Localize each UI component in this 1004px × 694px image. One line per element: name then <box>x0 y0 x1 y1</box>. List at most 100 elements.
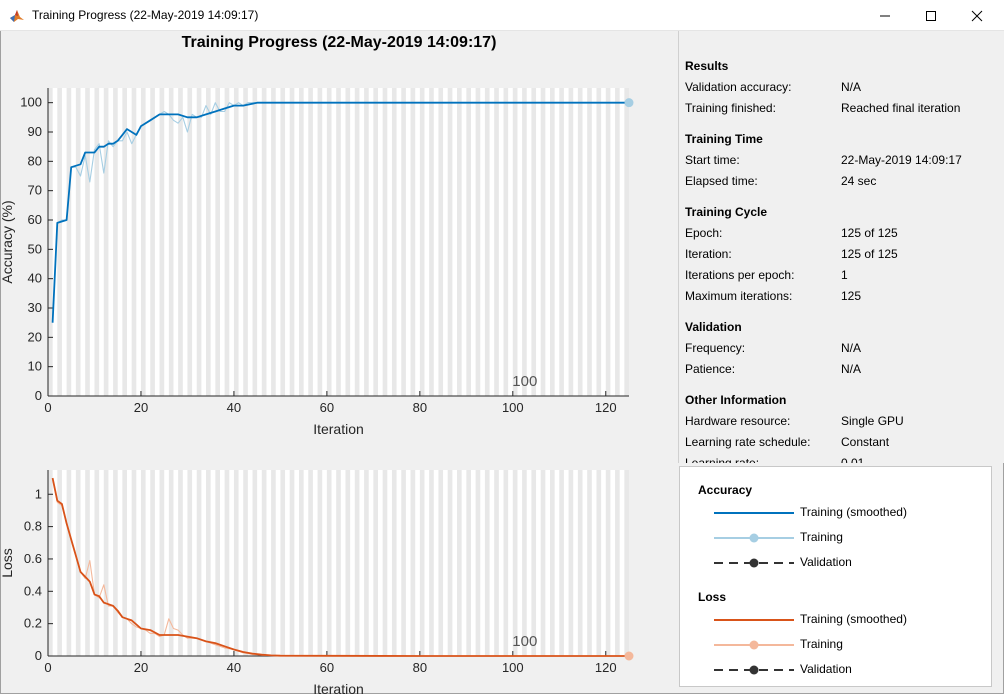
epoch-stripe <box>168 470 174 656</box>
epoch-stripe <box>512 88 518 396</box>
epoch-stripe <box>178 88 183 396</box>
maximize-button[interactable] <box>908 0 954 31</box>
epoch-stripe <box>438 470 444 656</box>
epoch-stripe <box>317 470 323 656</box>
epoch-stripe <box>429 470 434 656</box>
epoch-stripe <box>215 88 220 396</box>
epoch-stripe <box>391 88 397 396</box>
accuracy-y-tick-label: 50 <box>28 241 42 256</box>
epoch-stripe <box>48 470 53 656</box>
epoch-stripe <box>568 470 574 656</box>
epoch-stripe <box>587 88 592 396</box>
epoch-stripe <box>364 88 369 396</box>
epoch-stripe <box>503 88 509 396</box>
loss-x-tick-label: 0 <box>44 660 51 675</box>
title-bar: Training Progress (22-May-2019 14:09:17) <box>0 0 1004 31</box>
epoch-stripe <box>484 88 490 396</box>
epoch-stripe <box>401 470 406 656</box>
accuracy-epoch-stripes <box>48 88 629 396</box>
loss-x-tick-label: 120 <box>595 660 617 675</box>
minimize-button[interactable] <box>862 0 908 31</box>
loss-x-tick-label: 60 <box>320 660 334 675</box>
epoch-stripe <box>419 470 425 656</box>
epoch-stripe <box>168 88 174 396</box>
epoch-stripe <box>243 88 248 396</box>
panel-row-value: 125 of 125 <box>841 226 898 240</box>
epoch-stripe <box>512 470 518 656</box>
epoch-stripe <box>345 88 351 396</box>
epoch-stripe <box>122 88 128 396</box>
epoch-stripe <box>382 470 388 656</box>
epoch-stripe <box>391 470 397 656</box>
epoch-stripe <box>364 470 369 656</box>
panel-row-label: Iteration: <box>685 247 732 261</box>
epoch-stripe <box>373 470 379 656</box>
loss-epoch-stripes <box>48 470 629 656</box>
panel-row-label: Learning rate schedule: <box>685 435 811 449</box>
accuracy-x-tick-label: 80 <box>413 400 427 415</box>
panel-row-label: Elapsed time: <box>685 174 758 188</box>
close-button[interactable] <box>954 0 1000 31</box>
epoch-stripe <box>122 470 128 656</box>
epoch-stripe <box>531 88 537 396</box>
panel-row-value: 0.01 <box>841 456 865 463</box>
accuracy-y-tick-label: 90 <box>28 124 42 139</box>
legend-swatch-marker <box>749 558 759 568</box>
epoch-stripe <box>150 88 155 396</box>
minimize-icon <box>880 15 890 16</box>
epoch-stripe <box>624 470 629 656</box>
epoch-stripe <box>354 470 360 656</box>
panel-row-value: N/A <box>841 80 862 94</box>
epoch-stripe <box>103 88 109 396</box>
epoch-stripe <box>85 470 90 656</box>
accuracy-y-tick-label: 60 <box>28 212 42 227</box>
loss-x-tick-label: 80 <box>413 660 427 675</box>
accuracy-x-tick-label: 120 <box>595 400 617 415</box>
epoch-stripe <box>559 88 564 396</box>
accuracy-x-tick-label: 20 <box>134 400 148 415</box>
panel-row-label: Start time: <box>685 153 740 167</box>
accuracy-x-tick-label: 0 <box>44 400 51 415</box>
epoch-stripe <box>466 88 471 396</box>
accuracy-x-tick-label: 60 <box>320 400 334 415</box>
epoch-stripe <box>308 88 313 396</box>
panel-row-label: Learning rate: <box>685 456 760 463</box>
accuracy-x-axis-label: Iteration <box>313 421 364 437</box>
epoch-stripe <box>75 88 81 396</box>
loss-y-tick-label: 0.4 <box>24 583 42 598</box>
legend-swatch-icon <box>714 512 794 514</box>
accuracy-series-smoothed <box>51 101 629 323</box>
epoch-stripe <box>298 88 304 396</box>
loss-y-tick-label: 0.6 <box>24 551 42 566</box>
close-icon <box>971 10 983 21</box>
epoch-stripe <box>336 470 341 656</box>
plots-area: 0 20 40 60 80 100 1200102030405060708090100Ite… <box>0 88 634 694</box>
panel-row-value: Single GPU <box>841 414 904 428</box>
epoch-stripe <box>224 88 230 396</box>
legend-group-title: Accuracy <box>698 483 753 497</box>
epoch-stripe <box>280 88 286 396</box>
epoch-stripe <box>549 470 555 656</box>
legend-item-label: Validation <box>800 555 852 569</box>
epoch-stripe <box>326 470 332 656</box>
legend-swatch-icon <box>714 619 794 621</box>
epoch-stripe <box>224 470 230 656</box>
epoch-stripe <box>503 470 509 656</box>
epoch-stripe <box>150 470 155 656</box>
epoch-stripe <box>206 470 211 656</box>
loss-y-tick-label: 1 <box>35 486 42 501</box>
epoch-stripe <box>540 470 546 656</box>
epoch-stripe <box>187 88 193 396</box>
epoch-stripe <box>261 470 267 656</box>
epoch-stripe <box>494 470 499 656</box>
epoch-stripe <box>596 88 602 396</box>
accuracy-y-tick-label: 30 <box>28 300 42 315</box>
epoch-stripe <box>596 470 602 656</box>
panel-section-title: Other Information <box>685 393 787 407</box>
panel-section-title: Training Time <box>685 132 763 146</box>
epoch-stripe <box>187 470 193 656</box>
epoch-stripe <box>326 88 332 396</box>
epoch-stripe <box>531 470 537 656</box>
loss-final-point <box>624 651 634 661</box>
panel-row-label: Frequency: <box>685 341 746 355</box>
